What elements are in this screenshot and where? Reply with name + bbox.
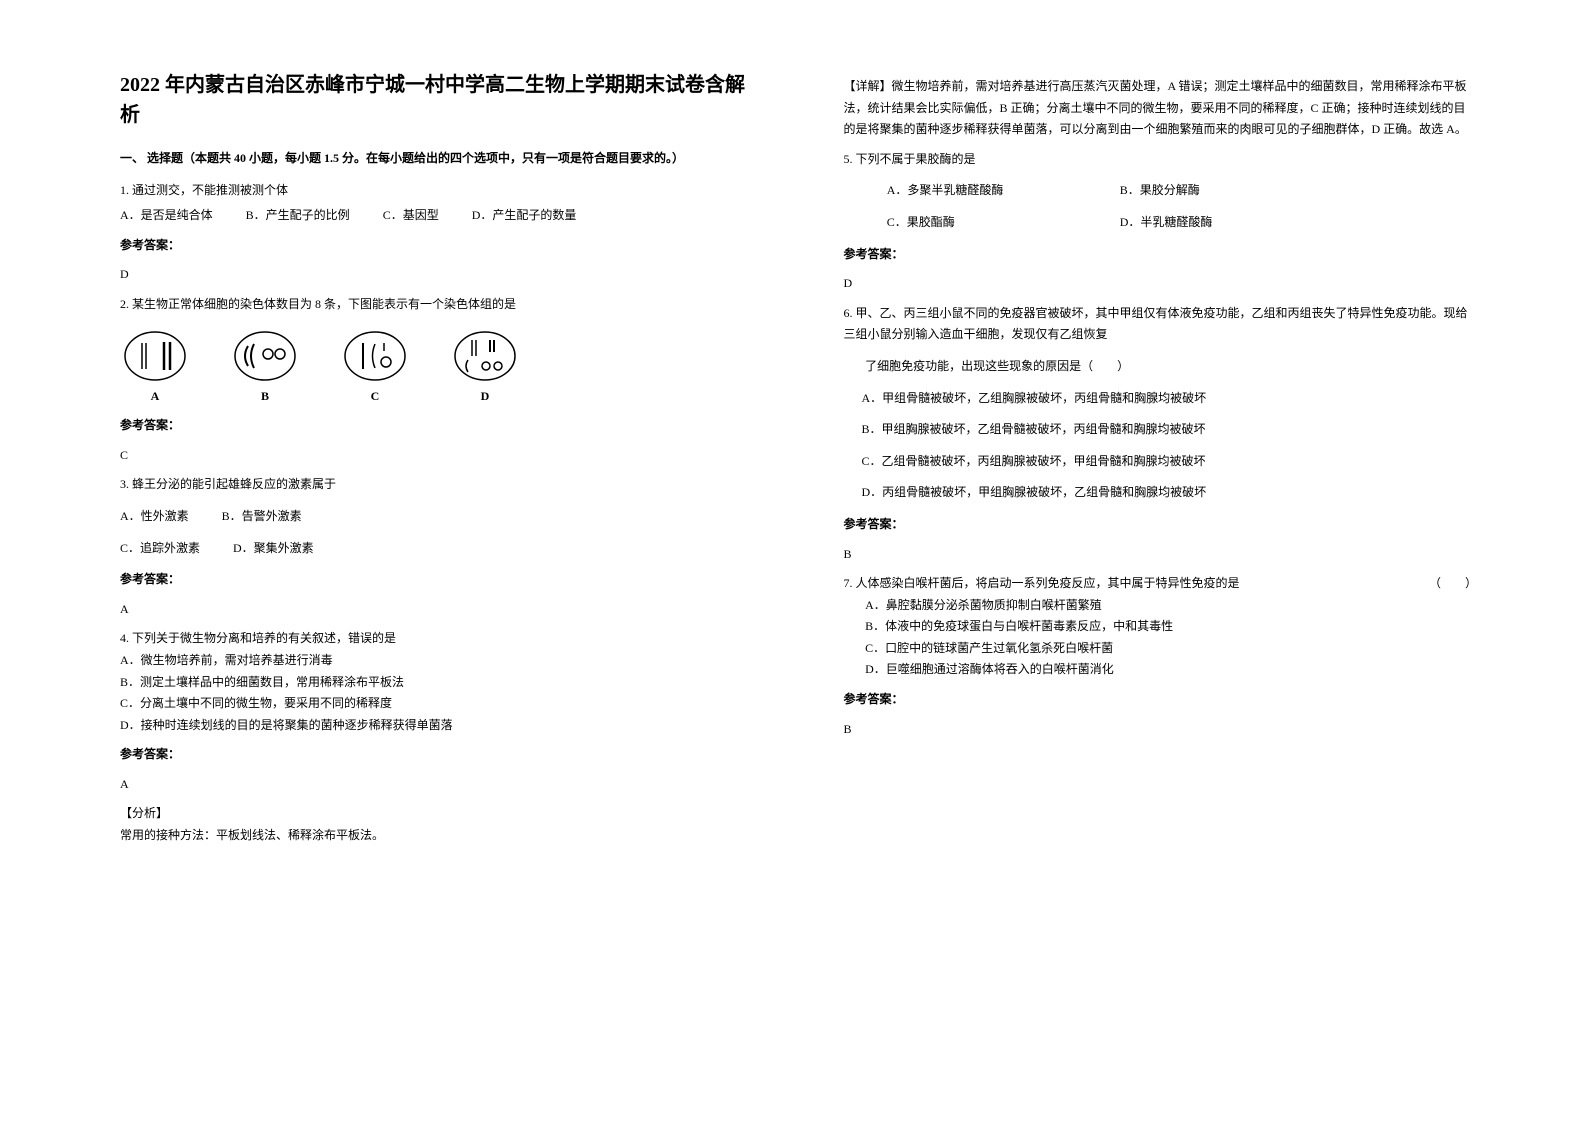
q3-options-row2: C．追踪外激素 D．聚集外激素 (120, 538, 754, 560)
q4-opt-b: B．测定土壤样品中的细菌数目，常用稀释涂布平板法 (120, 672, 754, 694)
fig-label-b: B (261, 386, 269, 408)
cell-a-icon (120, 328, 190, 384)
q6-opt-b: B．甲组胸腺被破坏，乙组骨髓被破坏，丙组骨髓和胸腺均被破坏 (862, 419, 1478, 441)
q6-opt-d: D．丙组骨髓被破坏，甲组胸腺被破坏，乙组骨髓和胸腺均被破坏 (862, 482, 1478, 504)
q3-options-row1: A．性外激素 B．告警外激素 (120, 506, 754, 528)
q7-opt-b: B．体液中的免疫球蛋白与白喉杆菌毒素反应，中和其毒性 (844, 616, 1478, 638)
q7-stem-row: 7. 人体感染白喉杆菌后，将启动一系列免疫反应，其中属于特异性免疫的是 （ ） (844, 573, 1478, 595)
q3-opt-d: D．聚集外激素 (233, 538, 314, 560)
q1-stem: 1. 通过测交，不能推测被测个体 (120, 180, 754, 202)
q5-stem: 5. 下列不属于果胶酶的是 (844, 149, 1478, 171)
q3-ref-label: 参考答案： (120, 569, 754, 591)
question-6: 6. 甲、乙、丙三组小鼠不同的免疫器官被破坏，其中甲组仅有体液免疫功能，乙组和丙… (844, 303, 1478, 565)
q4-ref-label: 参考答案： (120, 744, 754, 766)
q1-opt-b: B．产生配子的比例 (246, 205, 350, 227)
q3-opt-b: B．告警外激素 (222, 506, 302, 528)
q4-detail: 【详解】微生物培养前，需对培养基进行高压蒸汽灭菌处理，A 错误；测定土壤样品中的… (844, 76, 1478, 141)
left-column: 2022 年内蒙古自治区赤峰市宁城一村中学高二生物上学期期末试卷含解析 一、 选… (100, 70, 799, 1082)
q3-opt-c: C．追踪外激素 (120, 538, 200, 560)
q4-stem: 4. 下列关于微生物分离和培养的有关叙述，错误的是 (120, 628, 754, 650)
q4-opt-c: C．分离土壤中不同的微生物，要采用不同的稀释度 (120, 693, 754, 715)
q5-opt-a: A．多聚半乳糖醛酸酶 (865, 180, 1065, 202)
cell-fig-d: D (450, 328, 520, 408)
question-5: 5. 下列不属于果胶酶的是 A．多聚半乳糖醛酸酶 B．果胶分解酶 C．果胶酯酶 … (844, 149, 1478, 295)
q4-answer: A (120, 774, 754, 796)
cell-b-icon (230, 328, 300, 384)
q1-opt-a: A．是否是纯合体 (120, 205, 213, 227)
q4-analysis-label: 【分析】 (120, 803, 754, 825)
q2-ref-label: 参考答案： (120, 415, 754, 437)
fig-label-c: C (371, 386, 380, 408)
q6-stem2: 了细胞免疫功能，出现这些现象的原因是（ ） (844, 356, 1478, 378)
question-2: 2. 某生物正常体细胞的染色体数目为 8 条，下图能表示有一个染色体组的是 A (120, 294, 754, 466)
q5-answer: D (844, 273, 1478, 295)
q3-answer: A (120, 599, 754, 621)
q1-opt-d: D．产生配子的数量 (472, 205, 577, 227)
q6-ref-label: 参考答案： (844, 514, 1478, 536)
q1-ref-label: 参考答案： (120, 235, 754, 257)
q6-answer: B (844, 544, 1478, 566)
question-3: 3. 蜂王分泌的能引起雄蜂反应的激素属于 A．性外激素 B．告警外激素 C．追踪… (120, 474, 754, 620)
q7-paren: （ ） (1429, 573, 1477, 595)
q4-analysis: 常用的接种方法：平板划线法、稀释涂布平板法。 (120, 825, 754, 847)
q7-stem: 7. 人体感染白喉杆菌后，将启动一系列免疫反应，其中属于特异性免疫的是 (844, 573, 1240, 595)
document-title: 2022 年内蒙古自治区赤峰市宁城一村中学高二生物上学期期末试卷含解析 (120, 70, 754, 130)
q5-options-row2: C．果胶酯酶 D．半乳糖醛酸酶 (844, 212, 1478, 234)
q2-answer: C (120, 445, 754, 467)
fig-label-d: D (481, 386, 490, 408)
q4-opt-a: A．微生物培养前，需对培养基进行消毒 (120, 650, 754, 672)
question-1: 1. 通过测交，不能推测被测个体 A．是否是纯合体 B．产生配子的比例 C．基因… (120, 180, 754, 286)
cell-fig-c: C (340, 328, 410, 408)
cell-c-icon (340, 328, 410, 384)
q1-options: A．是否是纯合体 B．产生配子的比例 C．基因型 D．产生配子的数量 (120, 205, 754, 227)
right-column: 【详解】微生物培养前，需对培养基进行高压蒸汽灭菌处理，A 错误；测定土壤样品中的… (799, 70, 1498, 1082)
question-7: 7. 人体感染白喉杆菌后，将启动一系列免疫反应，其中属于特异性免疫的是 （ ） … (844, 573, 1478, 740)
q1-opt-c: C．基因型 (383, 205, 439, 227)
fig-label-a: A (151, 386, 160, 408)
cell-d-icon (450, 328, 520, 384)
q7-answer: B (844, 719, 1478, 741)
q6-opt-c: C．乙组骨髓被破坏，丙组胸腺被破坏，甲组骨髓和胸腺均被破坏 (862, 451, 1478, 473)
q5-ref-label: 参考答案： (844, 244, 1478, 266)
q6-stem1: 6. 甲、乙、丙三组小鼠不同的免疫器官被破坏，其中甲组仅有体液免疫功能，乙组和丙… (844, 303, 1478, 346)
section-title: 一、 选择题（本题共 40 小题，每小题 1.5 分。在每小题给出的四个选项中，… (120, 148, 754, 170)
q1-answer: D (120, 264, 754, 286)
q5-opt-b: B．果胶分解酶 (1098, 180, 1200, 202)
cell-fig-b: B (230, 328, 300, 408)
q2-figures: A B C (120, 328, 754, 408)
q6-opt-a: A．甲组骨髓被破坏，乙组胸腺被破坏，丙组骨髓和胸腺均被破坏 (862, 388, 1478, 410)
q4-opt-d: D．接种时连续划线的目的是将聚集的菌种逐步稀释获得单菌落 (120, 715, 754, 737)
q7-ref-label: 参考答案： (844, 689, 1478, 711)
q5-options-row1: A．多聚半乳糖醛酸酶 B．果胶分解酶 (844, 180, 1478, 202)
q7-opt-d: D．巨噬细胞通过溶酶体将吞入的白喉杆菌消化 (844, 659, 1478, 681)
q3-opt-a: A．性外激素 (120, 506, 189, 528)
q7-opt-a: A．鼻腔黏膜分泌杀菌物质抑制白喉杆菌繁殖 (844, 595, 1478, 617)
cell-fig-a: A (120, 328, 190, 408)
question-4: 4. 下列关于微生物分离和培养的有关叙述，错误的是 A．微生物培养前，需对培养基… (120, 628, 754, 846)
q2-stem: 2. 某生物正常体细胞的染色体数目为 8 条，下图能表示有一个染色体组的是 (120, 294, 754, 316)
q3-stem: 3. 蜂王分泌的能引起雄蜂反应的激素属于 (120, 474, 754, 496)
q7-opt-c: C．口腔中的链球菌产生过氧化氢杀死白喉杆菌 (844, 638, 1478, 660)
q5-opt-c: C．果胶酯酶 (865, 212, 1065, 234)
q5-opt-d: D．半乳糖醛酸酶 (1098, 212, 1212, 234)
